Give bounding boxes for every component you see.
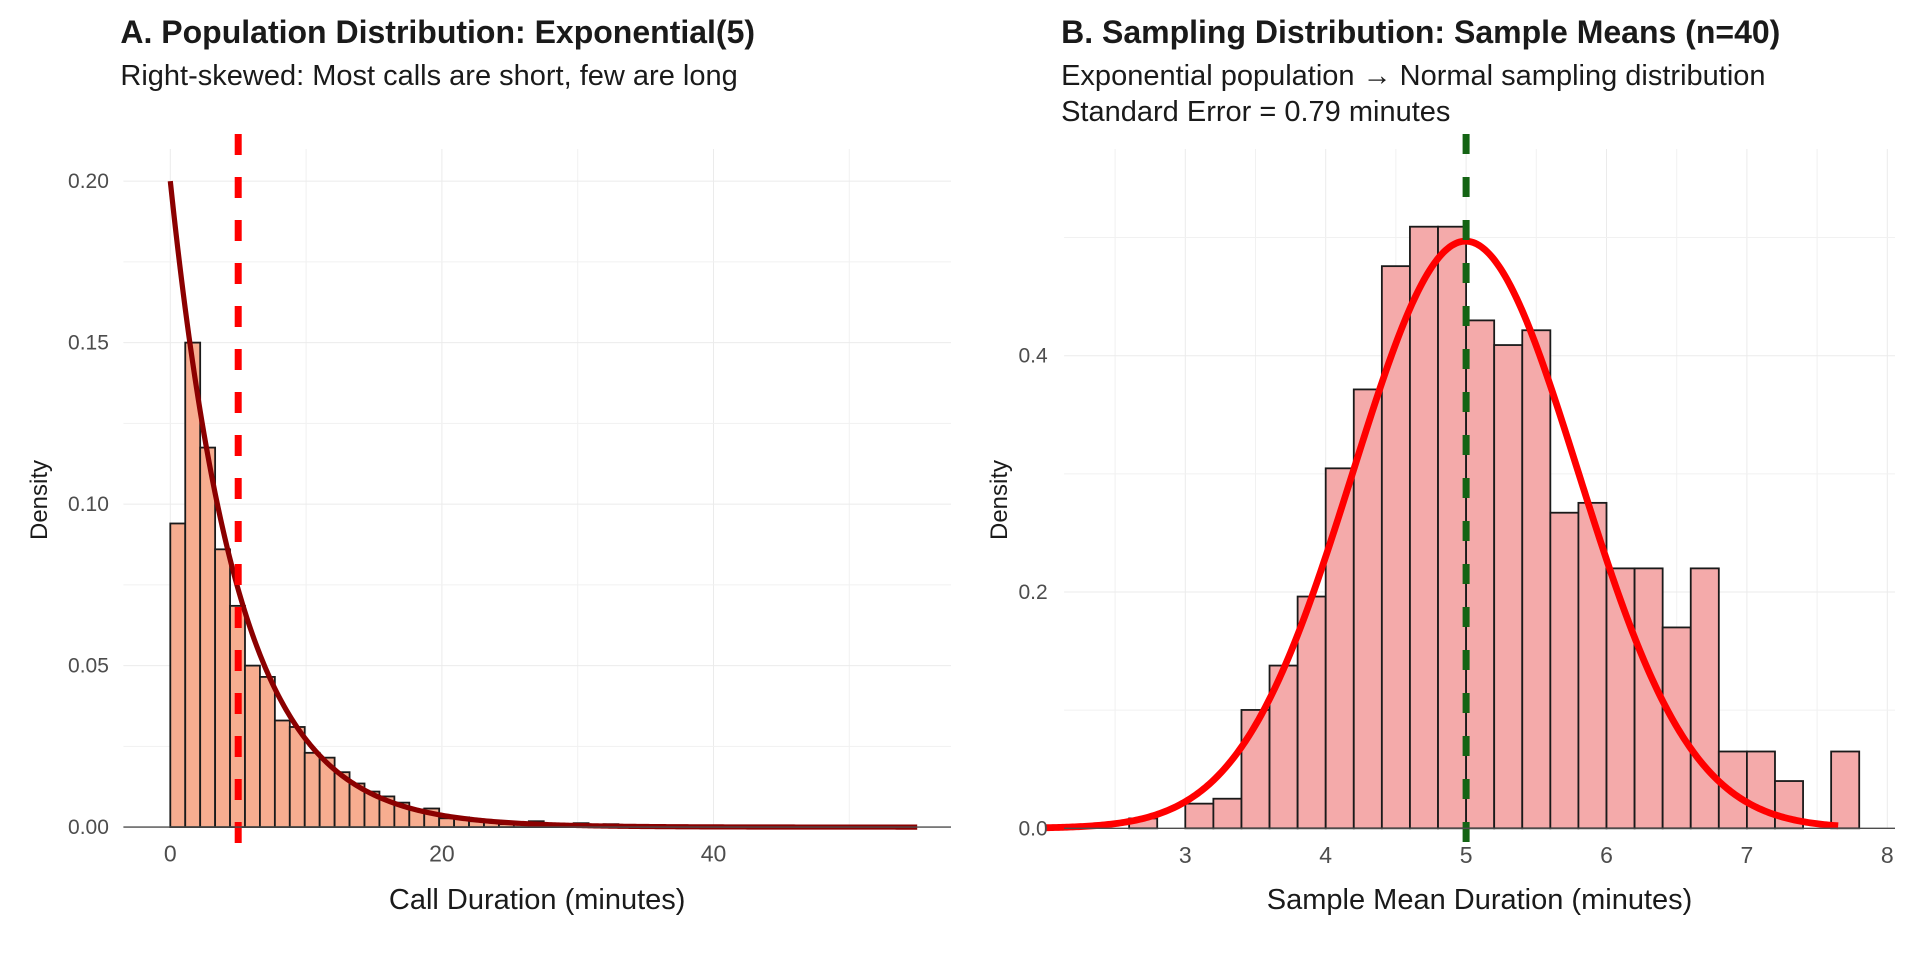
svg-text:0.10: 0.10 xyxy=(68,493,109,516)
svg-text:0.20: 0.20 xyxy=(68,170,109,193)
svg-text:6: 6 xyxy=(1600,842,1613,868)
svg-text:3: 3 xyxy=(1179,842,1192,868)
svg-text:0.15: 0.15 xyxy=(68,332,109,355)
svg-text:0.0: 0.0 xyxy=(1018,817,1047,840)
svg-text:0.05: 0.05 xyxy=(68,655,109,678)
svg-text:40: 40 xyxy=(701,841,727,867)
svg-text:5: 5 xyxy=(1460,842,1473,868)
svg-text:20: 20 xyxy=(429,841,455,867)
svg-text:4: 4 xyxy=(1319,842,1332,868)
svg-text:0.00: 0.00 xyxy=(68,816,109,839)
svg-text:0.4: 0.4 xyxy=(1018,345,1048,368)
svg-text:0.2: 0.2 xyxy=(1018,581,1047,604)
svg-text:0: 0 xyxy=(164,841,177,867)
svg-text:7: 7 xyxy=(1741,842,1754,868)
svg-text:8: 8 xyxy=(1881,842,1894,868)
